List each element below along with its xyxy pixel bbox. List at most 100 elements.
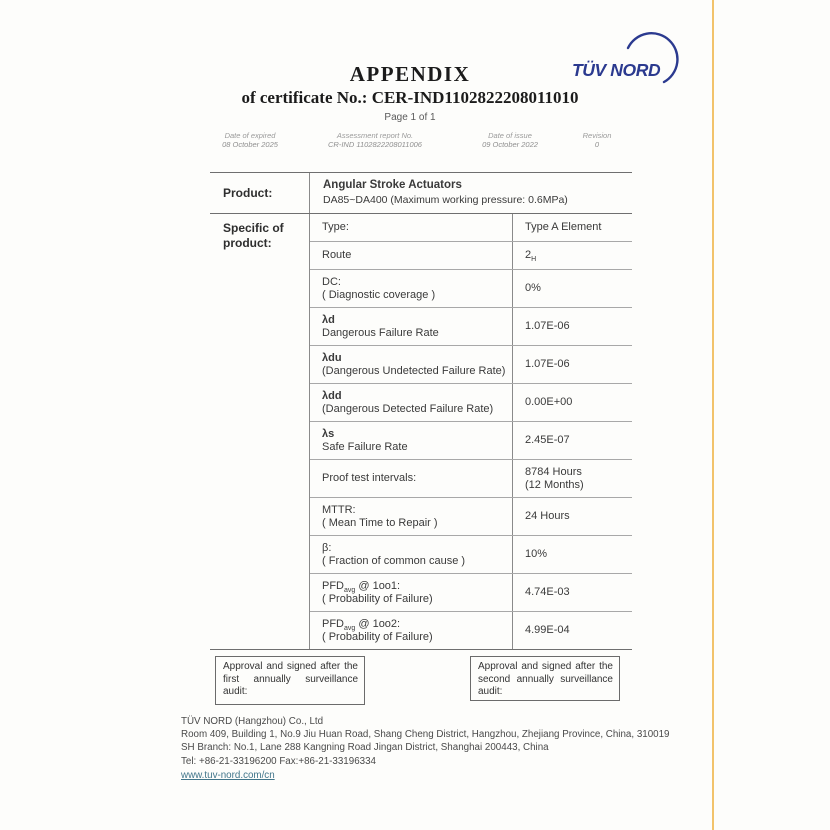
spec-table-row: Route 2H bbox=[310, 242, 632, 270]
spec-value-line1: 2.45E-07 bbox=[525, 434, 570, 446]
spec-parameter-line1: λd bbox=[322, 313, 335, 326]
spec-parameter-line2: ( Fraction of common cause ) bbox=[322, 554, 466, 567]
product-table: Product: Angular Stroke Actuators DA85~D… bbox=[210, 172, 632, 650]
footer: TÜV NORD (Hangzhou) Co., Ltd Room 409, B… bbox=[181, 715, 670, 782]
spec-table-row: Proof test intervals: 8784 Hours (12 Mon… bbox=[310, 460, 632, 498]
spec-parameter-line2: ( Diagnostic coverage ) bbox=[322, 288, 436, 301]
certificate-meta-row: Date of expired 08 October 2025 Assessme… bbox=[210, 131, 634, 149]
spec-parameter-line1: DC: bbox=[322, 275, 341, 288]
phone-fax: Tel: +86-21-33196200 Fax:+86-21-33196334 bbox=[181, 755, 376, 767]
spec-parameter-line1: PFDavg @ 1oo2: bbox=[322, 617, 401, 632]
spec-parameter-line2: ( Probability of Failure) bbox=[322, 592, 433, 605]
spec-value-cell: 2H bbox=[513, 242, 632, 269]
title-block: APPENDIX of certificate No.: CER-IND1102… bbox=[150, 62, 670, 123]
spec-table-row: λdd (Dangerous Detected Failure Rate) 0.… bbox=[310, 384, 632, 422]
certificate-number-subtitle: of certificate No.: CER-IND1102822208011… bbox=[241, 88, 579, 107]
spec-table-row: Type: Type A Element bbox=[310, 214, 632, 242]
spec-parameter-line2: (Dangerous Undetected Failure Rate) bbox=[322, 364, 506, 377]
product-value-cell: Angular Stroke Actuators DA85~DA400 (Max… bbox=[310, 173, 632, 213]
spec-value-cell: 4.99E-04 bbox=[513, 612, 632, 649]
spec-parameter-cell: Route bbox=[310, 242, 513, 269]
spec-value-line1: 8784 Hours bbox=[525, 465, 582, 478]
meta-value: CR-IND 1102822208011006 bbox=[328, 140, 422, 149]
spec-value-line2: (12 Months) bbox=[525, 478, 584, 491]
specific-label-cell: Specific of product: bbox=[210, 214, 310, 649]
spec-table-row: λs Safe Failure Rate 2.45E-07 bbox=[310, 422, 632, 460]
spec-value-cell: 8784 Hours (12 Months) bbox=[513, 460, 632, 497]
specific-section: Specific of product: Type: Type A Elemen… bbox=[210, 214, 632, 649]
spec-parameter-line1: PFDavg @ 1oo1: bbox=[322, 579, 401, 594]
product-label-cell: Product: bbox=[210, 173, 310, 213]
spec-parameter-cell: λdu (Dangerous Undetected Failure Rate) bbox=[310, 346, 513, 383]
product-name: Angular Stroke Actuators bbox=[323, 179, 462, 191]
page-indicator: Page 1 of 1 bbox=[384, 112, 436, 123]
spec-rows-container: Type: Type A Element Route 2H DC: ( Diag… bbox=[310, 214, 632, 649]
approval-box-second-audit: Approval and signed after the second ann… bbox=[470, 656, 620, 701]
spec-value-line1: 2H bbox=[525, 249, 537, 264]
spec-value-line1: 4.99E-04 bbox=[525, 624, 570, 636]
spec-parameter-line1: λdu bbox=[322, 351, 342, 364]
approval-box-first-audit: Approval and signed after the first annu… bbox=[215, 656, 365, 705]
spec-table-row: λdu (Dangerous Undetected Failure Rate) … bbox=[310, 346, 632, 384]
spec-table-row: β: ( Fraction of common cause ) 10% bbox=[310, 536, 632, 574]
meta-label: Date of expired bbox=[224, 131, 276, 140]
spec-table-row: MTTR: ( Mean Time to Repair ) 24 Hours bbox=[310, 498, 632, 536]
product-description: DA85~DA400 (Maximum working pressure: 0.… bbox=[323, 194, 568, 206]
product-row: Product: Angular Stroke Actuators DA85~D… bbox=[210, 173, 632, 214]
spec-value-cell: 2.45E-07 bbox=[513, 422, 632, 459]
spec-parameter-line2: Dangerous Failure Rate bbox=[322, 326, 439, 339]
spec-value-line1: 4.74E-03 bbox=[525, 586, 570, 598]
page-edge-line bbox=[712, 0, 714, 830]
meta-revision: Revision 0 bbox=[560, 131, 634, 149]
spec-table-row: PFDavg @ 1oo2: ( Probability of Failure)… bbox=[310, 612, 632, 649]
appendix-title: APPENDIX bbox=[349, 62, 471, 86]
spec-table-row: PFDavg @ 1oo1: ( Probability of Failure)… bbox=[310, 574, 632, 612]
address-line-1: Room 409, Building 1, No.9 Jiu Huan Road… bbox=[181, 729, 670, 741]
spec-parameter-cell: MTTR: ( Mean Time to Repair ) bbox=[310, 498, 513, 535]
meta-label: Revision bbox=[582, 131, 612, 140]
spec-value-line1: 0.00E+00 bbox=[525, 396, 573, 408]
tuv-nord-logo: TÜV NORD bbox=[572, 60, 661, 80]
company-name: TÜV NORD (Hangzhou) Co., Ltd bbox=[181, 716, 324, 727]
spec-parameter-line1: Type: bbox=[322, 221, 349, 233]
address-line-2: SH Branch: No.1, Lane 288 Kangning Road … bbox=[181, 742, 549, 754]
meta-date-of-expired: Date of expired 08 October 2025 bbox=[210, 131, 290, 149]
spec-value-cell: 1.07E-06 bbox=[513, 308, 632, 345]
spec-parameter-cell: Type: bbox=[310, 214, 513, 241]
spec-parameter-cell: DC: ( Diagnostic coverage ) bbox=[310, 270, 513, 307]
spec-parameter-line2: (Dangerous Detected Failure Rate) bbox=[322, 402, 494, 415]
spec-parameter-line1: λs bbox=[322, 427, 335, 440]
spec-table-row: DC: ( Diagnostic coverage ) 0% bbox=[310, 270, 632, 308]
spec-value-line1: 0% bbox=[525, 282, 541, 294]
spec-parameter-line1: β: bbox=[322, 541, 332, 554]
spec-value-line1: Type A Element bbox=[525, 221, 602, 233]
meta-label: Assessment report No. bbox=[336, 131, 414, 140]
spec-value-line1: 10% bbox=[525, 548, 548, 560]
spec-value-cell: Type A Element bbox=[513, 214, 632, 241]
spec-value-cell: 4.74E-03 bbox=[513, 574, 632, 611]
spec-parameter-cell: λs Safe Failure Rate bbox=[310, 422, 513, 459]
spec-value-line1: 1.07E-06 bbox=[525, 358, 570, 370]
spec-parameter-line2: ( Probability of Failure) bbox=[322, 630, 433, 643]
logo-arc-icon bbox=[626, 32, 679, 84]
spec-parameter-line1: Proof test intervals: bbox=[322, 472, 417, 484]
meta-assessment-report-no: Assessment report No. CR-IND 11028222080… bbox=[290, 131, 460, 149]
spec-table-row: λd Dangerous Failure Rate 1.07E-06 bbox=[310, 308, 632, 346]
spec-parameter-line1: λdd bbox=[322, 389, 342, 402]
spec-value-cell: 10% bbox=[513, 536, 632, 573]
spec-parameter-cell: PFDavg @ 1oo1: ( Probability of Failure) bbox=[310, 574, 513, 611]
spec-parameter-cell: PFDavg @ 1oo2: ( Probability of Failure) bbox=[310, 612, 513, 649]
spec-value-line1: 1.07E-06 bbox=[525, 320, 570, 332]
spec-parameter-line2: ( Mean Time to Repair ) bbox=[322, 516, 438, 529]
spec-value-line1: 24 Hours bbox=[525, 510, 570, 522]
spec-parameter-cell: λdd (Dangerous Detected Failure Rate) bbox=[310, 384, 513, 421]
spec-parameter-cell: Proof test intervals: bbox=[310, 460, 513, 497]
spec-parameter-line1: MTTR: bbox=[322, 503, 356, 516]
meta-label: Date of issue bbox=[488, 131, 532, 140]
spec-parameter-line1: Route bbox=[322, 249, 352, 261]
spec-value-cell: 24 Hours bbox=[513, 498, 632, 535]
spec-parameter-cell: λd Dangerous Failure Rate bbox=[310, 308, 513, 345]
meta-value: 08 October 2025 bbox=[222, 140, 278, 149]
website-link[interactable]: www.tuv-nord.com/cn bbox=[181, 769, 275, 781]
